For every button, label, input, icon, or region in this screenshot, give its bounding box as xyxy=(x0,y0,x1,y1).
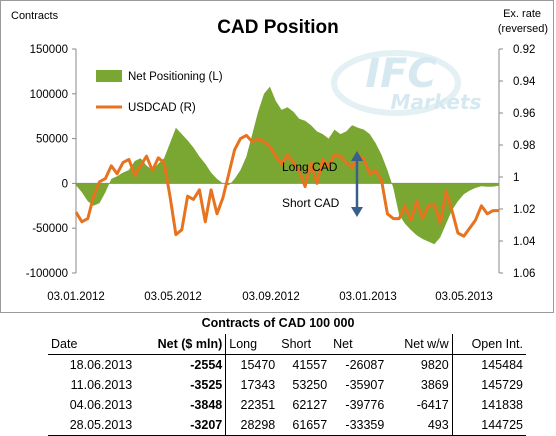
cell-date: 18.06.2013 xyxy=(69,358,133,372)
annotation-short-cad: Short CAD xyxy=(282,196,340,210)
cell-short: 41557 xyxy=(292,358,328,372)
legend-label-net: Net Positioning (L) xyxy=(128,71,223,83)
chart-title: CAD Position xyxy=(217,17,338,38)
table-row: 18.06.2013 -2554 15470 41557 -26087 9820 14548… xyxy=(48,354,526,375)
right-axis-ticks: 0.92 0.94 0.96 0.98 1 1.02 1.04 1.06 xyxy=(499,44,536,280)
x-tick-label: 03.05.2012 xyxy=(144,291,202,303)
col-header-net: Net xyxy=(330,334,388,355)
col-header-short: Short xyxy=(278,334,331,355)
cell-open-int: 144725 xyxy=(451,415,526,436)
left-axis-label: Contracts xyxy=(11,10,59,22)
cell-long: 22351 xyxy=(225,395,279,415)
col-header-net-mln: Net ($ mln) xyxy=(135,334,226,355)
left-tick-label: -100000 xyxy=(26,268,68,280)
annotation-long-cad: Long CAD xyxy=(282,160,338,174)
usdcad-line xyxy=(74,133,499,238)
right-tick-label: 1.06 xyxy=(513,268,535,280)
col-header-open-int: Open Int. xyxy=(451,334,526,355)
x-axis-ticks: 03.01.2012 03.05.2012 03.09.2012 03.01.2013… xyxy=(47,291,493,303)
contracts-table: Date Net ($ mln) Long Short Net Net w/w … xyxy=(48,334,526,436)
cell-net-mln: -3207 xyxy=(135,415,226,436)
cad-position-chart: IFC Markets Contracts Ex. rate (reversed… xyxy=(11,8,548,303)
watermark-ifc: IFC xyxy=(365,51,437,97)
chart-frame: IFC Markets Contracts Ex. rate (reversed… xyxy=(0,0,554,313)
cell-long: 15470 xyxy=(225,354,279,375)
right-tick-label: 1 xyxy=(513,172,519,184)
right-axis-label-1: Ex. rate xyxy=(503,8,541,20)
watermark-markets: Markets xyxy=(391,90,482,114)
net-positioning-area xyxy=(76,86,499,245)
cell-net: -35907 xyxy=(345,378,385,392)
legend: Net Positioning (L) USDCAD (R) xyxy=(96,70,223,114)
cell-net-mln: -2554 xyxy=(190,358,223,372)
cell-open-int: 145729 xyxy=(451,375,526,395)
usdcad-line-layer xyxy=(74,133,499,238)
left-tick-label: -50000 xyxy=(32,223,68,235)
right-tick-label: 0.92 xyxy=(513,44,535,56)
table-row: 11.06.2013 -3525 17343 53250 -35907 3869 14572… xyxy=(48,375,526,395)
cell-net-ww: -6417 xyxy=(416,398,449,412)
table-header-row: Date Net ($ mln) Long Short Net Net w/w … xyxy=(48,334,526,355)
left-tick-label: 100000 xyxy=(30,89,68,101)
col-header-long: Long xyxy=(225,334,279,355)
right-tick-label: 0.98 xyxy=(513,140,535,152)
x-tick-label: 03.09.2012 xyxy=(242,291,300,303)
cell-open-int: 145484 xyxy=(451,354,526,375)
right-tick-label: 0.96 xyxy=(513,108,535,120)
left-axis-ticks: 150000 100000 50000 0 -50000 -100000 xyxy=(26,44,76,280)
cell-open-int: 141838 xyxy=(451,395,526,415)
x-tick-label: 03.01.2013 xyxy=(339,291,397,303)
legend-label-usdcad: USDCAD (R) xyxy=(128,102,196,114)
col-header-date: Date xyxy=(48,334,136,355)
cell-long: 28298 xyxy=(225,415,279,436)
direction-arrow xyxy=(351,151,363,217)
right-tick-label: 0.94 xyxy=(513,76,536,88)
cell-net-mln: -3848 xyxy=(190,398,223,412)
cell-short: 61657 xyxy=(278,415,331,436)
x-tick-label: 03.01.2012 xyxy=(47,291,105,303)
cell-net: -26087 xyxy=(345,358,385,372)
right-tick-label: 1.04 xyxy=(513,236,536,248)
cell-net-ww: 9820 xyxy=(420,358,449,372)
col-header-net-ww: Net w/w xyxy=(387,334,453,355)
legend-swatch-net xyxy=(96,70,122,82)
cell-date: 11.06.2013 xyxy=(70,378,133,392)
left-tick-label: 50000 xyxy=(36,134,68,146)
cell-date: 04.06.2013 xyxy=(69,398,133,412)
left-tick-label: 0 xyxy=(62,178,68,190)
x-tick-label: 03.05.2013 xyxy=(435,291,493,303)
left-tick-label: 150000 xyxy=(30,44,68,56)
ifc-markets-watermark: IFC Markets xyxy=(331,50,482,116)
cell-net-ww: 3869 xyxy=(420,378,449,392)
net-positioning-area-layer xyxy=(76,86,499,245)
cell-short: 53250 xyxy=(292,378,328,392)
cell-net: -33359 xyxy=(330,415,388,436)
table-row: 04.06.2013 -3848 22351 62127 -39776 -6417 1418… xyxy=(48,395,526,415)
cell-net-mln: -3525 xyxy=(190,378,223,392)
cell-net-ww: 493 xyxy=(387,415,453,436)
cell-short: 62127 xyxy=(292,398,328,412)
cell-long: 17343 xyxy=(225,375,279,395)
right-tick-label: 1.02 xyxy=(513,204,535,216)
right-axis-label-2: (reversed) xyxy=(498,23,548,35)
table-title: Contracts of CAD 100 000 xyxy=(201,316,355,330)
cell-net: -39776 xyxy=(345,398,385,412)
cell-date: 28.05.2013 xyxy=(48,415,136,436)
table-row: 28.05.2013 -3207 28298 61657 -33359 493 144725 xyxy=(48,415,526,436)
